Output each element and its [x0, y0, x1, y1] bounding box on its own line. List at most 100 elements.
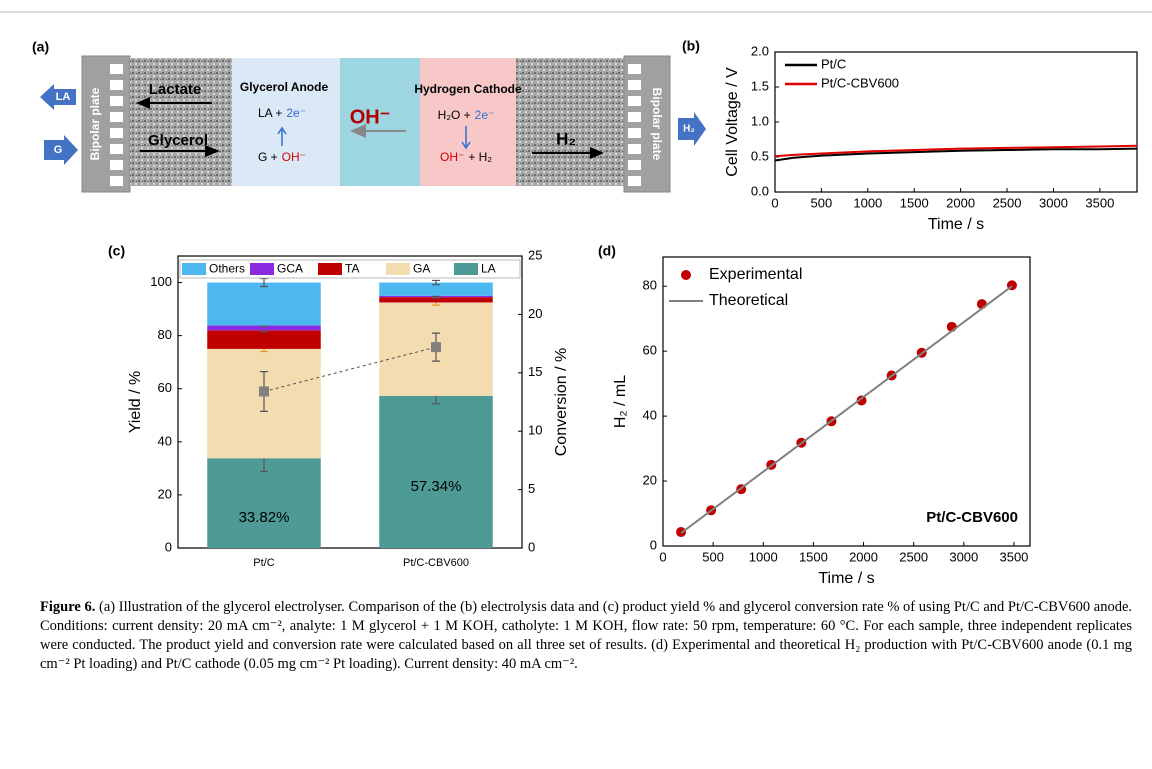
x-tick-label: 1500	[900, 195, 929, 210]
species: H₂O +	[438, 108, 471, 122]
arrow	[350, 124, 406, 138]
plot-frame	[662, 256, 1031, 547]
y2-tick-label: 15	[528, 364, 542, 379]
error-bar	[432, 332, 440, 362]
legend-swatch	[318, 263, 342, 275]
arrow	[461, 126, 471, 150]
x-tick-label: Pt/C-CBV600	[403, 557, 469, 569]
arrow	[140, 145, 220, 157]
point	[856, 395, 867, 406]
x-axis-label: Time / s	[928, 216, 984, 233]
panel-label: (c)	[108, 243, 125, 259]
legend-swatch	[454, 263, 478, 275]
y-tick-label: 2.0	[751, 43, 769, 58]
y-tick-label: 40	[643, 408, 657, 423]
arrow-label: H₂	[683, 124, 695, 135]
electrons: 2e⁻	[475, 108, 495, 122]
plot-frame	[774, 51, 1138, 193]
anode	[232, 58, 340, 186]
bar-segment	[207, 458, 321, 548]
x-tick-label: 2000	[849, 549, 878, 564]
x-tick-label: 1500	[799, 549, 828, 564]
error-bar	[260, 371, 268, 412]
x-tick-label: 3500	[999, 549, 1028, 564]
legend-label: LA	[481, 262, 496, 276]
reaction: OH⁻ + H₂	[440, 150, 492, 164]
reaction: H₂O + 2e⁻	[438, 108, 495, 122]
plate-slots	[628, 64, 641, 186]
plate-label: Bipolar plate	[88, 87, 102, 160]
x-tick-label: 1000	[749, 549, 778, 564]
cathode	[420, 58, 516, 186]
x-tick-label: 2500	[899, 549, 928, 564]
bar-segment	[207, 325, 321, 331]
arrow	[136, 97, 212, 109]
legend-label: Pt/C-CBV600	[821, 75, 899, 90]
legend-label: GA	[413, 262, 430, 276]
species-label: Glycerol	[148, 132, 208, 149]
electrons: 2e⁻	[286, 106, 306, 120]
y-tick-label: 40	[158, 433, 172, 448]
legend-label: Others	[209, 262, 245, 276]
reaction: G + OH⁻	[258, 150, 306, 164]
caption-label: Figure 6.	[40, 599, 96, 615]
electrode-title: Hydrogen Cathode	[414, 82, 522, 96]
electrode-title: Glycerol Anode	[240, 80, 329, 94]
y-tick-label: 1.0	[751, 113, 769, 128]
value-label: 57.34%	[411, 478, 462, 495]
plate-slots	[110, 64, 123, 186]
value-label: 33.82%	[239, 509, 290, 526]
y2-tick-label: 10	[528, 423, 542, 438]
legend-swatch	[386, 263, 410, 275]
figure: (a) LA G Bipolar plate Lactate Glycerol …	[0, 11, 1152, 587]
species-label: H₂	[556, 129, 576, 148]
x-tick-label: 3000	[1039, 195, 1068, 210]
y-tick-label: 0.5	[751, 148, 769, 163]
plate-label: Bipolar plate	[650, 88, 664, 161]
annotation: Pt/C-CBV600	[926, 509, 1018, 526]
arrow	[277, 126, 287, 146]
arrow-out	[40, 84, 76, 110]
caption-text: (a) Illustration of the glycerol electro…	[40, 599, 1133, 672]
bar-segment	[207, 282, 321, 326]
x-tick-label: 0	[771, 195, 778, 210]
species: G +	[258, 150, 278, 164]
legend-label: Theoretical	[709, 292, 788, 309]
legend-label: TA	[345, 262, 359, 276]
ion: OH⁻	[282, 150, 306, 164]
conversion-marker	[431, 342, 441, 353]
y-tick-label: 0.0	[751, 183, 769, 198]
bar-segment	[379, 282, 493, 296]
x-tick-label: 3500	[1085, 195, 1114, 210]
y-tick-label: 60	[158, 380, 172, 395]
panel-label: (d)	[598, 243, 616, 259]
y-tick-label: 80	[643, 278, 657, 293]
x-tick-label: Pt/C	[253, 557, 274, 569]
panel-label: (a)	[32, 39, 49, 55]
x-axis-label: Time / s	[818, 570, 874, 587]
y2-tick-label: 5	[528, 481, 535, 496]
arrow-label: G	[54, 144, 63, 156]
error-bar	[260, 277, 268, 288]
x-tick-label: 0	[659, 549, 666, 564]
arrow-out	[678, 112, 706, 146]
species-label: Lactate	[149, 81, 202, 98]
y-tick-label: 60	[643, 343, 657, 358]
x-tick-label: 500	[702, 549, 724, 564]
arrow	[532, 147, 604, 159]
series-line	[774, 144, 1138, 158]
panel-label: (b)	[682, 38, 700, 54]
plot-frame	[177, 255, 523, 549]
legend-swatch	[250, 263, 274, 275]
y-tick-label: 0	[165, 539, 172, 554]
membrane	[340, 58, 420, 186]
y-tick-label: 0	[650, 537, 657, 552]
legend-label: Pt/C	[821, 56, 846, 71]
y-tick-label: 1.5	[751, 78, 769, 93]
legend-swatch	[182, 263, 206, 275]
diagram: (a) LA G Bipolar plate Lactate Glycerol …	[32, 39, 706, 193]
arrow-label: LA	[56, 91, 71, 103]
legend-label: GCA	[277, 262, 303, 276]
y2-axis-label: Conversion / %	[553, 348, 570, 457]
ion-label: OH⁻	[350, 106, 391, 128]
